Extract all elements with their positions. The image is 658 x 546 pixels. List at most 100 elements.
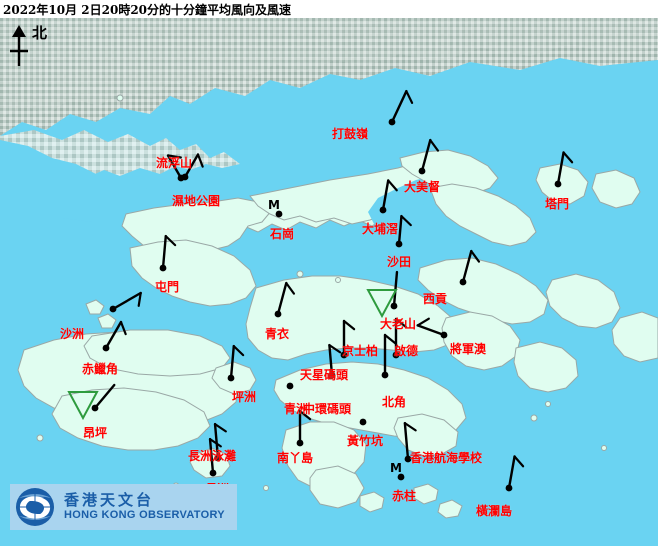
logo-text-zh: 香港天文台 [64,491,155,510]
station-marker [505,455,525,492]
logo-text-en: HONG KONG OBSERVATORY [64,509,225,522]
wind-barb-tick [213,423,227,433]
wind-barb-shaft [213,422,220,460]
wind-barb-tick [562,151,574,164]
station-label: 長洲泳灘 [188,449,237,463]
station-marker: M [268,198,283,218]
station-label: 昂坪 [83,426,108,440]
station-marker [327,372,335,380]
wind-barb-shaft [276,281,288,316]
station-label: 打鼓嶺 [332,127,369,141]
wind-barb-tick [164,235,177,247]
station-label: 大老山 [380,317,417,331]
wind-barb-shaft [166,154,183,180]
station-label: 大美督 [404,180,441,194]
wind-barb-tick [470,249,481,263]
wind-barb-tick [298,409,312,421]
wind-barb-tick [403,422,417,432]
wind-barb-tick [416,317,430,327]
station-dot [397,473,405,481]
wind-barb-shaft [416,324,446,337]
wind-barb-tick [137,291,142,307]
wind-barb-tick [405,90,414,104]
wind-barb-tick [383,333,397,345]
station-label: 石崗 [270,227,295,241]
station-marker [381,333,397,379]
station-label: 濕地公園 [172,194,221,208]
station-label: 中環碼頭 [303,402,352,416]
station-marker [459,249,481,286]
station-marker [67,383,116,421]
wind-barb-shaft [93,383,116,410]
hko-logo: 香港天文台 HONG KONG OBSERVATORY [10,484,237,530]
wind-barb-tick [232,345,245,357]
wind-barb-tick [513,455,525,468]
wind-barb-tick [400,215,412,227]
wind-barb-tick [394,317,408,329]
wind-barb-tick [328,344,342,354]
station-marker [286,382,294,390]
station-dot [275,210,283,218]
station-label: 北角 [382,395,407,409]
station-marker [213,422,227,462]
hko-swirl-logo-icon [16,488,54,526]
station-dot [359,418,367,426]
wind-barb-tick [429,138,440,152]
station-label: 赤鱲角 [82,362,119,376]
station-marker [403,421,417,463]
north-label: 北 [32,24,48,42]
station-label: 橫瀾島 [476,504,513,518]
station-marker [366,270,399,319]
station-label: 屯門 [155,280,180,294]
station-label: 香港航海學校 [410,451,483,465]
station-marker [395,214,412,248]
station-label: 京士柏 [342,344,379,358]
base-map-graphic [0,18,658,546]
station-marker [166,154,185,182]
station-label: 將軍澳 [450,342,487,356]
north-arrow: 北 [6,24,62,68]
station-label: 啟德 [394,344,419,358]
station-dot [286,382,294,390]
station-label: 塔門 [545,197,570,211]
wind-barb-tick [166,154,182,159]
station-marker [296,409,312,447]
station-label: 坪洲 [232,390,257,404]
station-marker [392,317,408,359]
station-marker [416,317,448,339]
gale-pennant-icon [366,289,398,319]
wind-barb-shaft [111,291,142,311]
wind-barb-shaft [328,343,334,377]
station-marker [109,291,142,313]
wind-barb-shaft [390,89,408,124]
wind-barb-shaft [208,437,215,475]
wind-barb-shaft [381,179,390,212]
north-arrow-icon [10,25,28,66]
wind-barb-shaft [183,153,200,179]
station-marker [554,151,574,188]
station-label: 流浮山 [156,156,193,170]
gale-pennant-icon [67,391,99,421]
station-marker [418,138,440,175]
station-marker [227,344,245,382]
wind-barb-layer: MM [67,89,574,492]
station-label: 沙田 [387,255,412,269]
station-label: 沙洲 [60,327,85,341]
wind-barb-shaft [556,151,565,186]
wind-barb-tick [342,319,356,331]
wind-barb-shaft [397,214,403,246]
station-label: 大埔滘 [362,222,399,236]
station-marker [208,437,222,477]
station-label: 赤柱 [392,489,417,503]
station-label: 西貢 [423,292,448,306]
station-label: 天星碼頭 [300,368,349,382]
wind-barb-tick [285,281,296,295]
station-dot [327,372,335,380]
wind-barb-tick [387,179,398,192]
wind-barb-tick [208,438,222,448]
title-bar: 2022年10月 2日20時20分的十分鐘平均風向及風速 [0,0,658,18]
station-label: 青洲 [284,402,309,416]
station-marker [388,89,414,126]
